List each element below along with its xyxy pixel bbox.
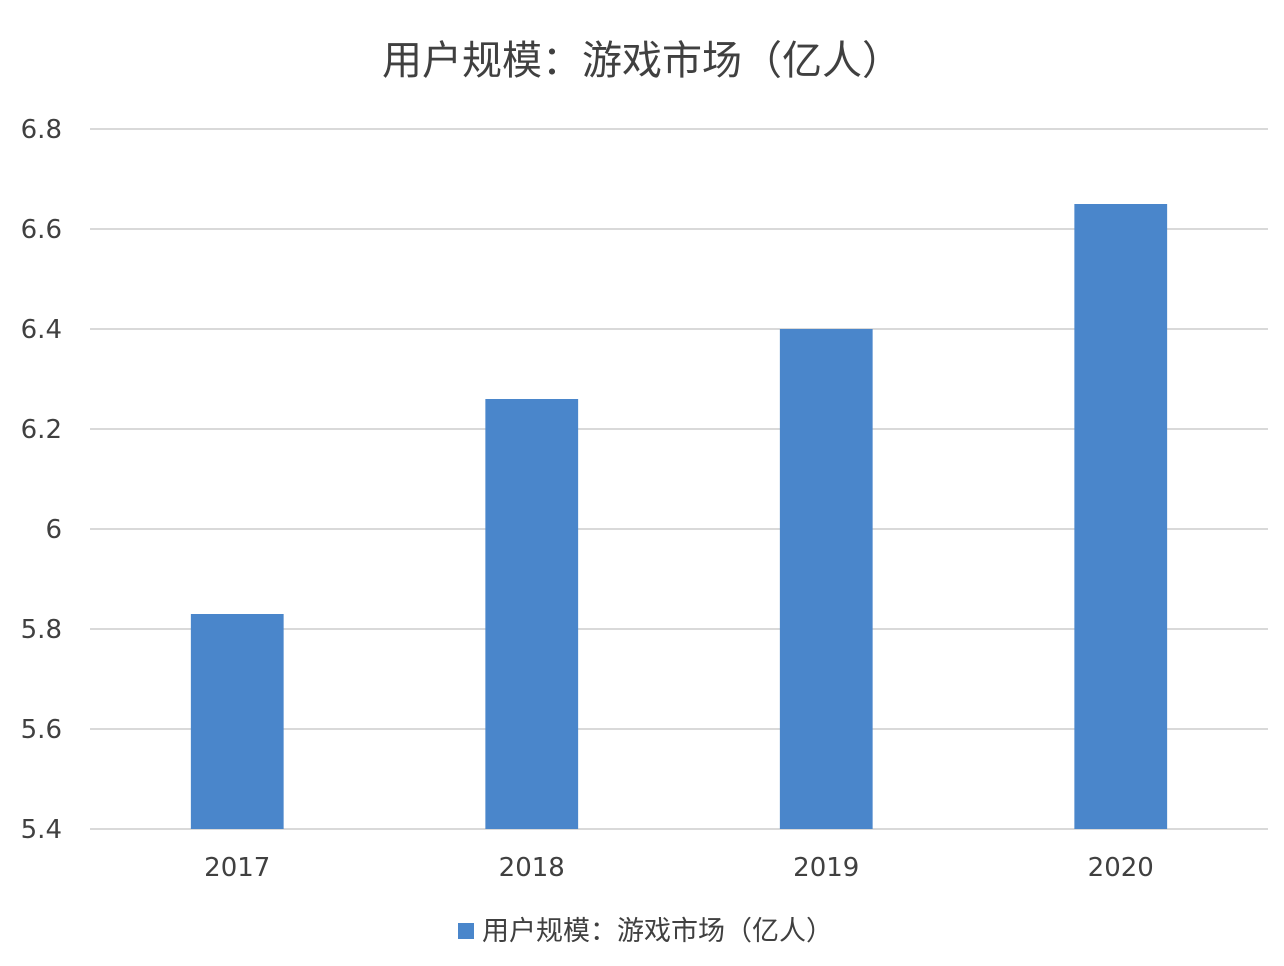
bar-2019 — [779, 329, 873, 829]
bars — [190, 204, 1168, 829]
bar-2020 — [1074, 204, 1168, 829]
x-tick-label: 2019 — [793, 853, 859, 883]
y-axis-ticks: 5.4 5.6 5.8 6 6.2 6.4 6.6 6.8 — [21, 115, 62, 845]
y-tick-label: 5.8 — [21, 615, 62, 645]
x-tick-label: 2017 — [204, 853, 270, 883]
x-tick-label: 2020 — [1088, 853, 1154, 883]
gridlines — [90, 128, 1268, 830]
legend: 用户规模：游戏市场（亿人） — [458, 916, 833, 947]
bar-2017 — [190, 614, 284, 829]
y-tick-label: 6 — [45, 515, 62, 545]
y-tick-label: 6.4 — [21, 315, 62, 345]
y-tick-label: 6.2 — [21, 415, 62, 445]
y-tick-label: 6.6 — [21, 215, 62, 245]
bar-2018 — [485, 399, 579, 829]
legend-label: 用户规模：游戏市场（亿人） — [482, 916, 833, 947]
y-tick-label: 5.4 — [21, 815, 62, 845]
x-axis-ticks: 2017 2018 2019 2020 — [204, 853, 1154, 883]
x-tick-label: 2018 — [499, 853, 565, 883]
chart-title: 用户规模：游戏市场（亿人） — [382, 38, 902, 84]
legend-swatch — [458, 923, 474, 939]
y-tick-label: 5.6 — [21, 715, 62, 745]
y-tick-label: 6.8 — [21, 115, 62, 145]
